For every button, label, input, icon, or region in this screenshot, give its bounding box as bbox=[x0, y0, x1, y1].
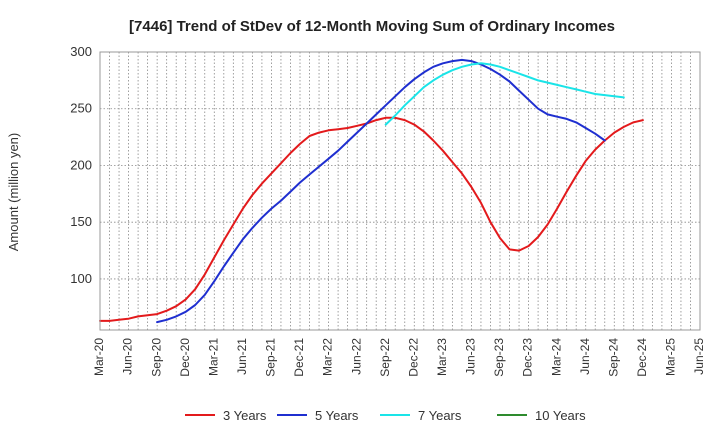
series-lines bbox=[99, 58, 644, 324]
y-axis-label: Amount (million yen) bbox=[6, 133, 21, 252]
x-tick-label: Sep-22 bbox=[378, 338, 392, 377]
y-tick-label: 200 bbox=[70, 157, 92, 172]
x-tick-label: Sep-20 bbox=[149, 338, 163, 377]
y-tick-label: 250 bbox=[70, 101, 92, 116]
x-tick-label: Dec-23 bbox=[521, 338, 535, 377]
x-tick-label: Sep-21 bbox=[264, 338, 278, 377]
legend-label: 5 Years bbox=[315, 408, 359, 423]
grid bbox=[100, 51, 700, 330]
x-tick-label: Mar-22 bbox=[321, 338, 335, 376]
y-tick-label: 100 bbox=[70, 271, 92, 286]
series-line-3-years bbox=[99, 116, 644, 322]
x-tick-label: Jun-22 bbox=[349, 338, 363, 375]
x-tick-label: Dec-20 bbox=[178, 338, 192, 377]
x-tick-label: Jun-23 bbox=[464, 338, 478, 375]
x-tick-label: Sep-24 bbox=[606, 338, 620, 377]
legend: 3 Years 5 Years 7 Years 10 Years bbox=[185, 408, 586, 423]
x-tick-label: Dec-22 bbox=[406, 338, 420, 377]
x-tick-label: Jun-20 bbox=[121, 338, 135, 375]
x-tick-label: Mar-25 bbox=[664, 338, 678, 376]
series-line-5-years bbox=[156, 58, 606, 324]
plot-frame bbox=[99, 51, 701, 331]
y-tick-label: 150 bbox=[70, 214, 92, 229]
x-tick-label: Mar-23 bbox=[435, 338, 449, 376]
legend-label: 10 Years bbox=[535, 408, 586, 423]
y-tick-label: 300 bbox=[70, 44, 92, 59]
x-tick-label: Dec-24 bbox=[635, 338, 649, 377]
chart-title: [7446] Trend of StDev of 12-Month Moving… bbox=[129, 18, 615, 35]
series-line-7-years bbox=[384, 62, 625, 126]
x-tick-label: Jun-24 bbox=[578, 338, 592, 375]
x-tick-label: Jun-25 bbox=[692, 338, 706, 375]
x-tick-label: Jun-21 bbox=[235, 338, 249, 375]
x-tick-label: Sep-23 bbox=[492, 338, 506, 377]
x-tick-label: Dec-21 bbox=[292, 338, 306, 377]
legend-label: 7 Years bbox=[418, 408, 462, 423]
y-axis-ticks: 100 150 200 250 300 bbox=[70, 44, 92, 286]
legend-label: 3 Years bbox=[223, 408, 267, 423]
x-axis-ticks: Mar-20 Jun-20 Sep-20 Dec-20 Mar-21 Jun-21 Sep-… bbox=[92, 338, 706, 377]
x-tick-label: Mar-21 bbox=[206, 338, 220, 376]
x-tick-label: Mar-20 bbox=[92, 338, 106, 376]
x-tick-label: Mar-24 bbox=[549, 338, 563, 376]
